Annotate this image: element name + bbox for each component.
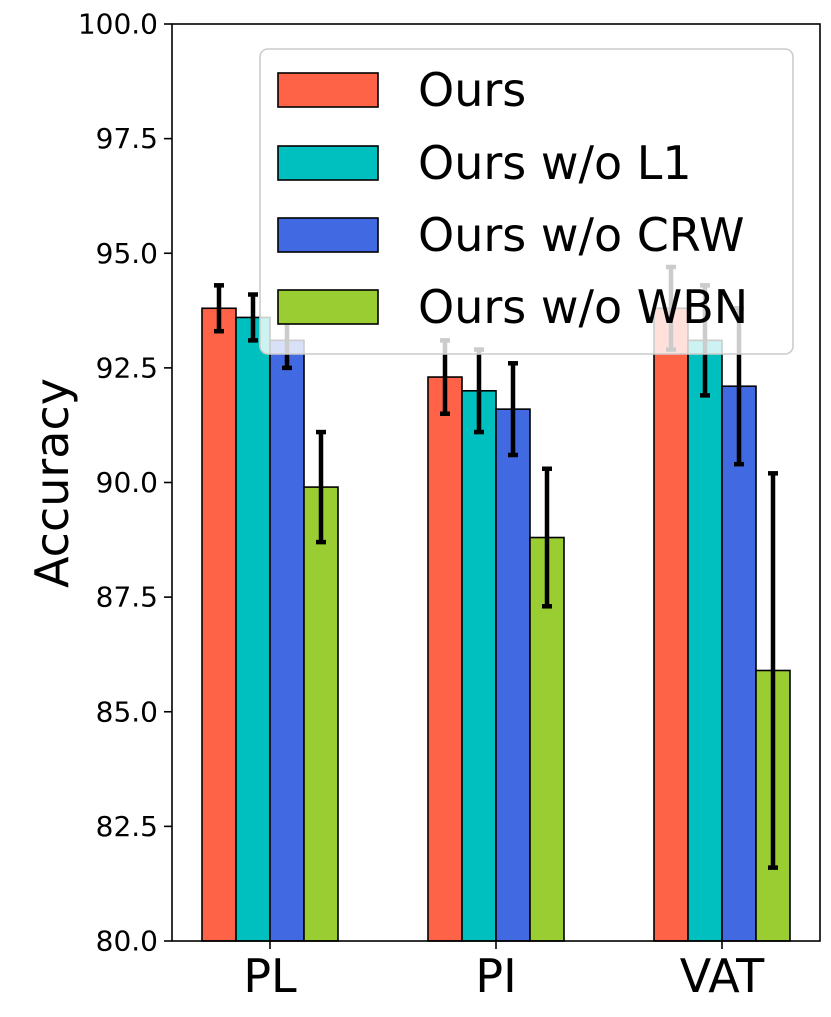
y-tick-label: 85.0: [96, 695, 158, 728]
bar-pi-series-0: [427, 376, 463, 942]
y-tick-label: 80.0: [96, 925, 158, 958]
legend-frame: [259, 48, 794, 355]
bar-pl-series-3: [303, 486, 339, 942]
x-tick-label-pi: PI: [475, 949, 516, 1003]
x-tick-label-vat: VAT: [680, 949, 765, 1003]
y-tick-label: 90.0: [96, 466, 158, 499]
bar-pi-series-2: [495, 408, 531, 942]
bar-vat-series-2: [721, 385, 757, 942]
legend-swatch-series-2: [277, 217, 379, 253]
bars-layer: [201, 307, 791, 942]
legend-label-series-1: Ours w/o L1: [418, 136, 692, 190]
legend-label-series-2: Ours w/o CRW: [418, 208, 744, 262]
y-tick-label: 92.5: [96, 351, 158, 384]
bar-vat-series-0: [653, 307, 689, 942]
legend: Ours Ours w/o L1 Ours w/o CRW Ours w/o WBN: [259, 48, 794, 355]
legend-label-series-3: Ours w/o WBN: [418, 280, 748, 334]
y-axis: 80.0 82.5 85.0 87.5 90.0 92.5 95.0 97.5 100.0: [78, 8, 172, 958]
y-tick-label: 95.0: [96, 237, 158, 270]
y-tick-label: 82.5: [96, 810, 158, 843]
bar-pi-series-1: [461, 389, 497, 942]
bar-vat-series-1: [687, 339, 723, 942]
y-axis-label: Accuracy: [25, 378, 79, 588]
legend-swatch-series-3: [277, 289, 379, 325]
y-tick-label: 97.5: [96, 122, 158, 155]
y-tick-label: 87.5: [96, 581, 158, 614]
x-axis: PL PI VAT: [243, 941, 765, 1003]
bar-pl-series-1: [235, 316, 271, 942]
legend-swatch-series-1: [277, 145, 379, 181]
x-tick-label-pl: PL: [243, 949, 297, 1003]
bar-pl-series-2: [269, 339, 305, 942]
legend-swatch-series-0: [277, 72, 379, 108]
legend-label-series-0: Ours: [418, 63, 526, 117]
y-tick-label: 100.0: [78, 8, 158, 41]
bar-pl-series-0: [201, 307, 237, 942]
